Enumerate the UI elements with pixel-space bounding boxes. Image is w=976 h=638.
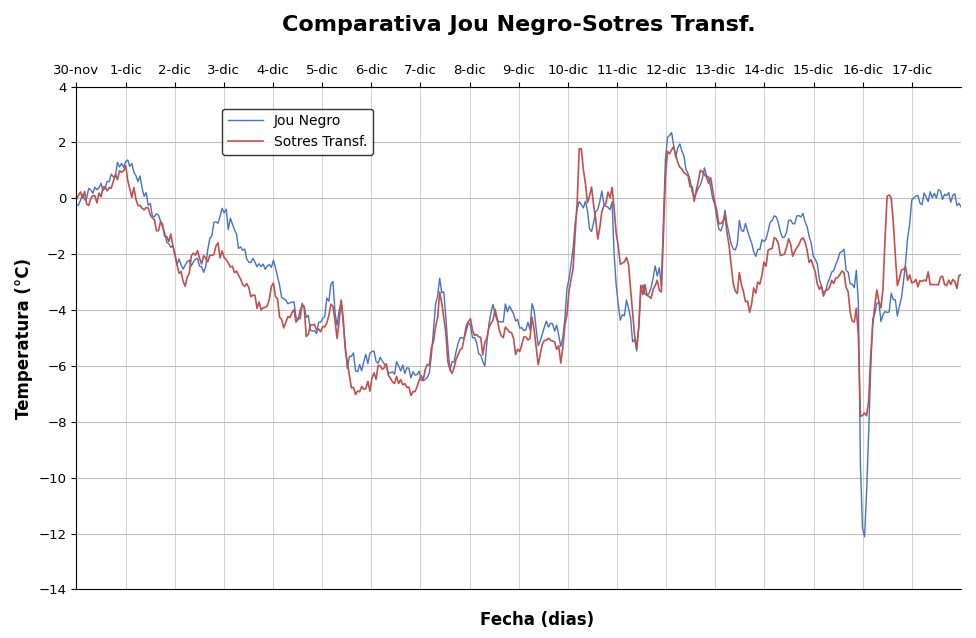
Jou Negro — [956, 203, 967, 211]
Jou Negro — [754, 246, 766, 253]
Title: Comparativa Jou Negro-Sotres Transf.: Comparativa Jou Negro-Sotres Transf. — [282, 15, 755, 35]
Sotres Transf. — [686, 183, 698, 191]
Sotres Transf. — [668, 143, 679, 151]
Text: Fecha (dias): Fecha (dias) — [480, 611, 593, 629]
Jou Negro — [70, 201, 82, 209]
Jou Negro — [772, 219, 784, 226]
Sotres Transf. — [584, 192, 595, 200]
Sotres Transf. — [772, 240, 784, 248]
Sotres Transf. — [139, 206, 150, 214]
Sotres Transf. — [885, 194, 897, 202]
Jou Negro — [686, 188, 698, 196]
Jou Negro — [139, 193, 150, 200]
Legend: Jou Negro, Sotres Transf.: Jou Negro, Sotres Transf. — [223, 108, 373, 154]
Jou Negro — [666, 129, 677, 137]
Sotres Transf. — [855, 413, 867, 420]
Y-axis label: Temperatura (°C): Temperatura (°C) — [15, 258, 33, 419]
Line: Jou Negro: Jou Negro — [76, 133, 961, 537]
Line: Sotres Transf.: Sotres Transf. — [76, 147, 961, 417]
Jou Negro — [584, 225, 595, 233]
Sotres Transf. — [70, 196, 82, 204]
Sotres Transf. — [956, 271, 967, 278]
Jou Negro — [859, 533, 871, 540]
Jou Negro — [885, 290, 897, 297]
Sotres Transf. — [754, 280, 766, 288]
